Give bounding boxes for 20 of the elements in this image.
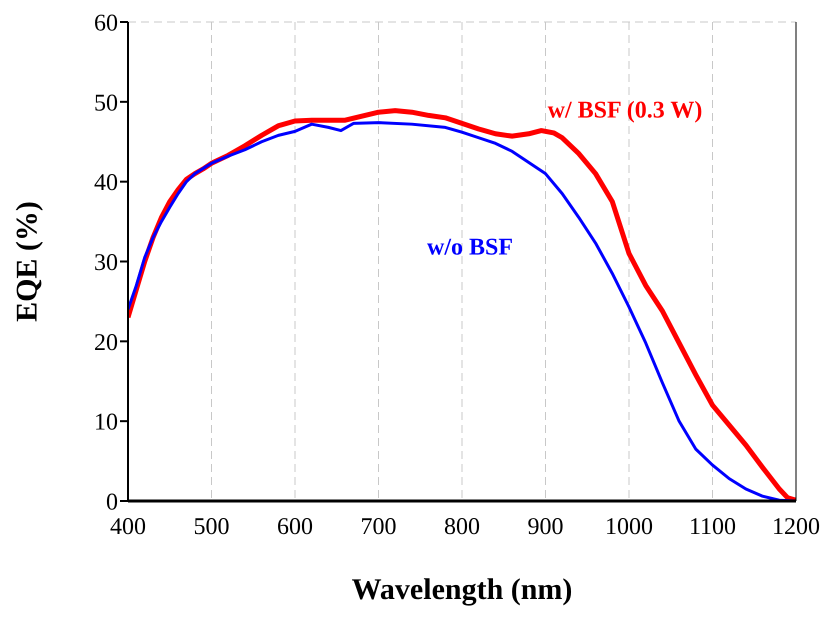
y-tick-label: 50 xyxy=(94,90,118,116)
x-tick-label: 600 xyxy=(277,514,313,540)
y-tick-label: 10 xyxy=(94,410,118,436)
y-tick-label: 30 xyxy=(94,250,118,276)
y-tick-label: 0 xyxy=(106,490,118,516)
y-tick-label: 20 xyxy=(94,330,118,356)
x-tick-label: 1200 xyxy=(772,514,820,540)
y-tick-label: 40 xyxy=(94,170,118,196)
x-tick-label: 900 xyxy=(528,514,564,540)
series-label: w/ BSF (0.3 W) xyxy=(548,98,702,124)
x-tick-label: 1000 xyxy=(605,514,653,540)
text: w/o BSF xyxy=(426,234,514,262)
y-tick-label: 60 xyxy=(94,10,118,37)
x-tick-label: 1100 xyxy=(688,514,736,540)
x-axis-title: Wavelength (nm) xyxy=(352,573,572,606)
x-tick-label: 500 xyxy=(194,514,230,540)
x-tick-label: 800 xyxy=(444,514,480,540)
x-tick-label: 700 xyxy=(360,514,396,540)
y-axis-title: EQE (%) xyxy=(10,201,44,322)
x-tick-label: 400 xyxy=(110,514,146,540)
